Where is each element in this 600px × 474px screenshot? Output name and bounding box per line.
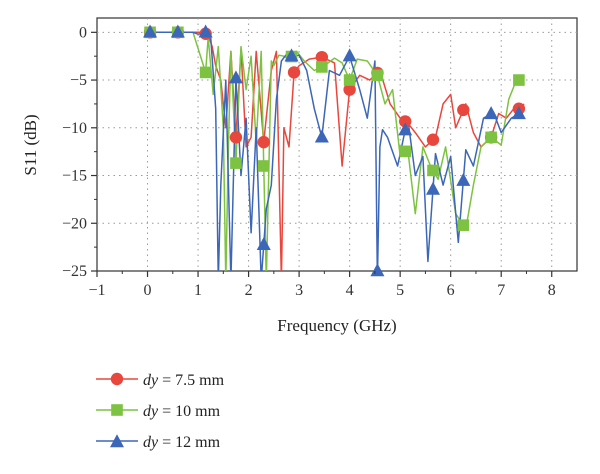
series-1-marker: [315, 50, 329, 64]
legend-variable: dy: [143, 403, 159, 420]
plot-area: [96, 17, 578, 272]
y-axis-title: S11 (dB): [21, 114, 40, 175]
series-1-marker: [257, 135, 270, 149]
series-2-marker: [316, 61, 328, 73]
legend-value: = 7.5 mm: [158, 372, 224, 389]
series-2-marker: [230, 157, 242, 169]
x-tick-label: 1: [194, 282, 202, 299]
series-3-marker: [398, 122, 413, 136]
x-tick-label: 6: [447, 282, 455, 299]
series-3-marker: [143, 24, 158, 38]
legend-label-1: dy = 7.5 mm: [143, 372, 225, 389]
series-3-marker: [198, 24, 213, 38]
series-3-marker: [256, 236, 271, 250]
x-tick-label: 2: [245, 282, 253, 299]
x-tick-label: 5: [396, 282, 404, 299]
legend-variable: dy: [143, 372, 159, 389]
series-3-marker: [484, 106, 499, 120]
y-tick-label: −10: [62, 120, 87, 137]
series-2-marker: [399, 145, 412, 158]
x-tick-label: 7: [497, 282, 505, 299]
y-tick-label: −25: [62, 263, 87, 280]
series-1-marker: [399, 115, 412, 128]
series-3-marker: [456, 172, 471, 186]
legend-value: = 12 mm: [158, 434, 220, 451]
series-1-marker: [229, 131, 243, 144]
x-tick-label: 0: [144, 282, 152, 299]
series-2-marker: [257, 160, 270, 172]
y-tick-label: 0: [79, 24, 87, 41]
series-3-marker: [228, 70, 243, 84]
series-1-marker: [287, 66, 301, 79]
x-tick-label: 4: [346, 282, 354, 299]
y-tick-label: −5: [70, 72, 87, 89]
series-2-marker: [371, 69, 384, 82]
series-1-marker: [343, 83, 356, 96]
series-2-marker: [457, 219, 470, 231]
series-line-2: [147, 31, 522, 271]
series-3-marker: [314, 129, 329, 143]
legend-value: = 10 mm: [158, 403, 220, 420]
series-2-marker: [343, 74, 356, 86]
x-tick-label: 3: [295, 282, 303, 299]
series-3-marker: [170, 24, 185, 38]
series-markers: [143, 24, 526, 277]
y-tick-label: −20: [62, 215, 87, 232]
x-tick-label: 8: [548, 282, 556, 299]
x-axis-title: Frequency (GHz): [277, 316, 396, 335]
series-3-marker: [342, 48, 357, 62]
series-3-marker: [511, 106, 526, 120]
legend-marker-1: [110, 372, 124, 386]
legend-label-3: dy = 12 mm: [143, 434, 221, 451]
series-2-marker: [485, 131, 497, 144]
series-line-3: [147, 31, 522, 271]
series-1-marker: [426, 133, 440, 146]
axis-ticks: −1 0 1 2 3 4 5 6 7 80−5−10−15−20−25: [62, 24, 556, 299]
series-2-marker: [513, 74, 525, 86]
legend-marker-3: [110, 434, 124, 448]
series-3-marker: [426, 181, 440, 195]
series-2-marker: [427, 164, 439, 177]
legend-label-2: dy = 10 mm: [143, 403, 221, 420]
series-3-marker: [370, 263, 385, 277]
series-2-marker: [199, 66, 212, 79]
x-tick-label: −1: [88, 282, 105, 299]
series-3-marker: [284, 48, 299, 62]
series-1-marker: [457, 103, 470, 117]
legend-marker-2: [111, 404, 123, 416]
legend-variable: dy: [143, 434, 159, 451]
y-tick-label: −15: [62, 168, 87, 185]
